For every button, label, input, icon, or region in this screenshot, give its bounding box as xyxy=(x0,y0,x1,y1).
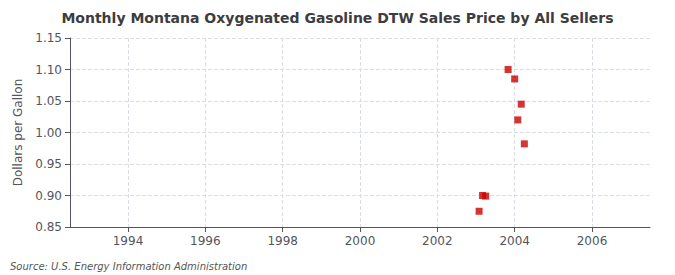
svg-text:1.15: 1.15 xyxy=(35,31,62,45)
svg-text:1.05: 1.05 xyxy=(35,94,62,108)
svg-text:Dollars per Gallon: Dollars per Gallon xyxy=(11,79,25,187)
svg-text:1.10: 1.10 xyxy=(35,63,62,77)
svg-text:1994: 1994 xyxy=(113,234,144,248)
svg-text:2002: 2002 xyxy=(422,234,453,248)
svg-text:1996: 1996 xyxy=(190,234,221,248)
svg-text:Source: U.S. Energy Informatio: Source: U.S. Energy Information Administ… xyxy=(10,261,247,272)
svg-text:0.95: 0.95 xyxy=(35,157,62,171)
svg-text:2006: 2006 xyxy=(577,234,608,248)
svg-text:0.90: 0.90 xyxy=(35,189,62,203)
svg-text:2000: 2000 xyxy=(345,234,376,248)
svg-text:Monthly Montana Oxygenated Gas: Monthly Montana Oxygenated Gasoline DTW … xyxy=(61,10,613,26)
svg-text:1.00: 1.00 xyxy=(35,126,62,140)
svg-text:2004: 2004 xyxy=(499,234,530,248)
svg-text:1998: 1998 xyxy=(267,234,298,248)
svg-text:0.85: 0.85 xyxy=(35,220,62,234)
